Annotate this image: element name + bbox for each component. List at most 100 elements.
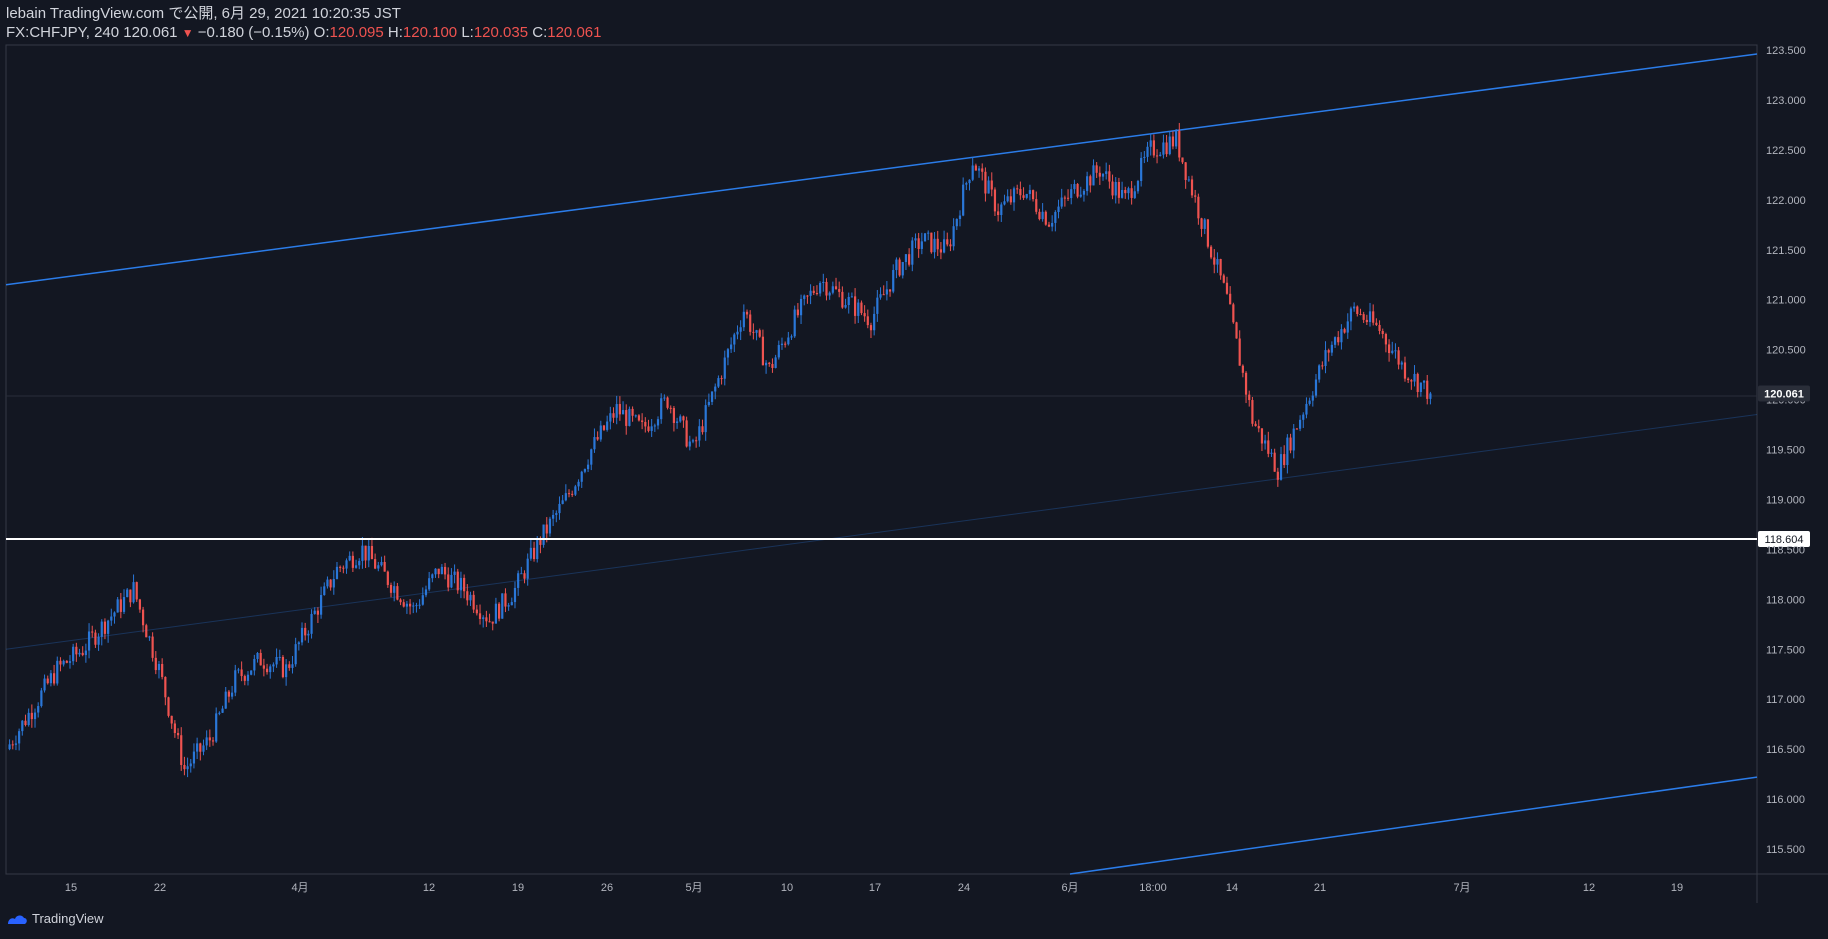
candle-body	[898, 259, 901, 276]
y-tick-label: 119.500	[1766, 445, 1805, 457]
candle-body	[1111, 181, 1114, 196]
candle-body	[1213, 257, 1216, 265]
open-value: 120.095	[329, 24, 384, 41]
candle-body	[1035, 199, 1038, 212]
candle-body	[561, 500, 564, 504]
candle-body	[1038, 211, 1041, 220]
candle-body	[1060, 197, 1063, 207]
candle-body	[707, 401, 710, 406]
candle-body	[167, 697, 170, 716]
x-tick-label: 18:00	[1139, 882, 1167, 894]
candle-body	[1251, 400, 1254, 424]
candle-body	[1378, 324, 1381, 331]
candle-body	[574, 486, 577, 495]
candle-body	[46, 678, 49, 684]
candle-body	[723, 357, 726, 379]
candle-body	[850, 296, 854, 298]
candle-body	[434, 568, 437, 575]
candle-body	[672, 408, 676, 423]
y-tick-label: 120.500	[1766, 345, 1806, 357]
candle-body	[253, 658, 256, 671]
symbol-name[interactable]: FX:CHFJPY, 240	[6, 24, 120, 41]
candle-body	[377, 565, 380, 569]
candle-body	[1397, 350, 1400, 365]
candle-body	[202, 745, 205, 752]
candle-body	[374, 559, 377, 569]
candle-body	[1162, 142, 1165, 155]
candle-body	[24, 720, 27, 726]
candle-body	[386, 571, 389, 585]
candle-body	[237, 669, 240, 671]
candle-body	[1076, 184, 1079, 197]
y-axis[interactable]: 123.500 123.000 122.500 122.000 121.500 121.0…	[1758, 45, 1810, 856]
candle-body	[170, 715, 173, 724]
candle-body	[691, 440, 695, 442]
low-label: L:	[461, 24, 474, 41]
candle-body	[240, 669, 243, 677]
candle-body	[466, 591, 469, 601]
y-tick-label: 122.000	[1766, 195, 1806, 207]
x-axis[interactable]: 15 22 4月 12 19 26 5月 10 17 24 6月 18:00 14 21 7月 12 19	[65, 882, 1683, 894]
candle-body	[1400, 362, 1403, 365]
candle-body	[828, 292, 831, 296]
candle-body	[615, 404, 618, 418]
candle-body	[1159, 154, 1162, 156]
candle-body	[695, 440, 698, 442]
candle-body	[1387, 344, 1391, 354]
candle-body	[399, 599, 402, 603]
candle-body	[761, 336, 765, 366]
candle-body	[196, 743, 199, 752]
candle-body	[408, 603, 412, 607]
horizontal-line[interactable]: 118.604	[6, 531, 1810, 548]
close-label: C:	[532, 24, 548, 41]
candle-body	[847, 296, 850, 306]
candle-body	[1063, 197, 1066, 199]
candle-body	[825, 281, 828, 296]
candle-body	[1298, 419, 1302, 429]
high-label: H:	[387, 24, 403, 41]
candle-body	[1140, 157, 1143, 181]
channel-lower-line[interactable]	[1069, 776, 1758, 875]
candle-body	[332, 578, 335, 588]
candle-body	[100, 621, 103, 637]
candle-body	[1260, 428, 1264, 444]
candle-body	[644, 421, 647, 427]
candle-body	[91, 631, 94, 633]
candle-body	[857, 302, 860, 316]
candle-body	[485, 617, 488, 622]
candle-body	[1353, 306, 1356, 309]
candle-body	[129, 589, 132, 603]
candle-body	[424, 589, 428, 596]
candle-body	[1289, 437, 1292, 451]
candle-body	[984, 171, 987, 194]
candle-body	[517, 573, 520, 588]
tradingview-logo-icon	[8, 914, 27, 924]
candle-body	[1105, 171, 1108, 174]
channel-upper-line[interactable]	[5, 53, 1758, 286]
candle-body	[908, 254, 911, 265]
candle-body	[949, 244, 952, 247]
candle-body	[669, 407, 672, 409]
candle-body	[383, 562, 386, 572]
candle-body	[1114, 181, 1117, 196]
candle-body	[291, 664, 294, 668]
candle-body	[567, 493, 571, 495]
candle-body	[186, 766, 189, 770]
candle-body	[962, 184, 965, 216]
candle-body	[720, 378, 723, 380]
candle-body	[714, 386, 717, 392]
candle-body	[981, 168, 984, 172]
candle-body	[72, 646, 75, 662]
close-value: 120.061	[547, 24, 602, 41]
footer-brand[interactable]: TradingView	[6, 911, 104, 926]
candle-body	[361, 545, 364, 561]
trend-channel[interactable]	[5, 53, 1758, 875]
candle-body	[1254, 423, 1257, 427]
candle-body	[84, 650, 87, 656]
candle-body	[1410, 380, 1413, 382]
low-value: 120.035	[473, 24, 529, 41]
channel-middle-line[interactable]	[5, 414, 1758, 650]
candle-body	[1283, 454, 1286, 466]
candle-body	[294, 644, 297, 665]
